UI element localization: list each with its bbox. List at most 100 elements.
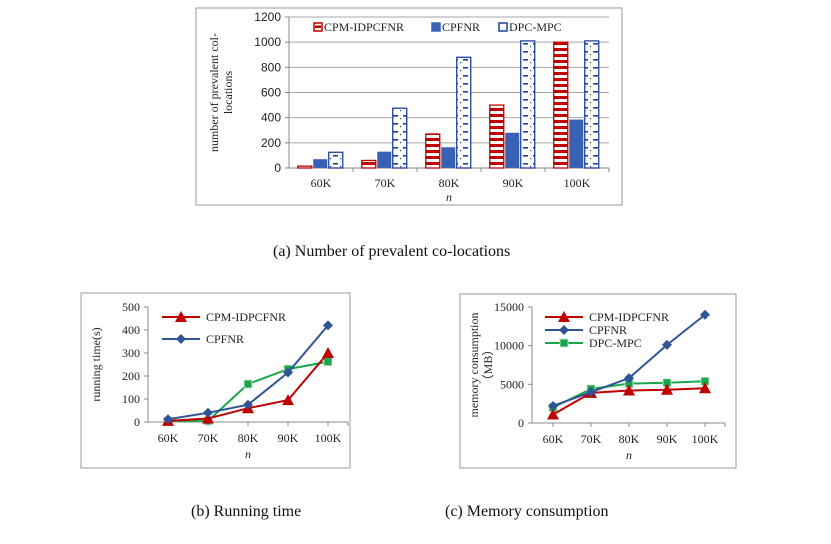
bar-cpm-idpcfnr: [489, 104, 505, 169]
point-cpm-idpcfnr: [661, 383, 673, 395]
y-tick-label: 1200: [254, 10, 281, 24]
legend-label-cpfnr: CPFNR: [206, 332, 244, 346]
x-axis-label: n: [245, 447, 251, 461]
chart-running-time: 0 100 200 300 400 500 60K 70K 80K 90K 100K n running…: [80, 292, 351, 469]
x-tick-label: 70K: [581, 432, 602, 446]
y-tick-label: 200: [261, 136, 281, 150]
x-tick-label: 70K: [198, 431, 219, 445]
legend-marker-cpfnr: [559, 325, 569, 335]
x-tick-label: 100K: [692, 432, 719, 446]
bar-dpc-mpc: [456, 56, 472, 169]
y-tick-label: 800: [261, 60, 281, 74]
y-tick-label: 400: [122, 323, 140, 337]
point-cpfnr: [243, 399, 253, 410]
point-cpfnr: [624, 373, 634, 384]
point-cpfnr: [586, 387, 596, 398]
y-tick-label: 500: [122, 300, 140, 314]
point-cpfnr: [700, 309, 710, 320]
chart-memory-consumption: 0 5000 10000 15000 60K 70K 80K 90K 100K n memory c…: [459, 293, 737, 469]
legend-label-cpm-idpcfnr: CPM-IDPCFNR: [206, 310, 286, 324]
bar-cpfnr: [377, 151, 392, 168]
point-cpfnr: [203, 407, 213, 418]
point-dpc-mpc: [323, 357, 333, 367]
legend-label-cpfnr: CPFNR: [589, 323, 627, 337]
point-cpfnr: [163, 414, 173, 425]
bar-cpm-idpcfnr: [361, 159, 377, 169]
x-tick-label: 80K: [619, 432, 640, 446]
y-axis-label-line: （MB）: [481, 344, 495, 387]
legend-label-cpfnr: CPFNR: [442, 20, 480, 34]
bar-cpfnr: [313, 159, 328, 168]
point-dpc-mpc: [243, 379, 253, 389]
y-axis-label-line: memory consumption: [467, 313, 481, 418]
legend-label-dpc-mpc: DPC-MPC: [509, 20, 562, 34]
bar-dpc-mpc: [392, 107, 408, 169]
x-tick-label: 80K: [238, 431, 259, 445]
point-cpfnr: [283, 367, 293, 378]
y-tick-label: 600: [261, 86, 281, 100]
x-tick-label: 100K: [315, 431, 342, 445]
x-tick-label: 90K: [278, 431, 299, 445]
y-tick-label: 0: [518, 416, 524, 430]
caption-a: (a) Number of prevalent co-locations: [273, 243, 511, 260]
y-axis-label-line: number of prevalent col-: [207, 33, 221, 152]
legend-swatch-stripe: [315, 25, 321, 28]
point-cpm-idpcfnr: [202, 412, 214, 424]
bar-cpfnr: [505, 132, 520, 168]
y-tick-label: 5000: [500, 377, 524, 391]
x-tick-label: 60K: [311, 176, 332, 190]
point-cpfnr: [662, 339, 672, 350]
legend-label-cpm-idpcfnr: CPM-IDPCFNR: [589, 310, 669, 324]
x-tick-label: 60K: [543, 432, 564, 446]
point-cpm-idpcfnr: [547, 408, 559, 420]
point-cpm-idpcfnr: [623, 384, 635, 396]
y-axis-label-line: locations: [221, 71, 235, 115]
legend-swatch-dpc-mpc: [498, 22, 508, 32]
point-cpfnr: [548, 400, 558, 411]
bar-dpc-mpc: [584, 40, 600, 169]
point-cpm-idpcfnr: [282, 394, 294, 406]
point-cpm-idpcfnr: [699, 382, 711, 394]
y-tick-label: 1000: [254, 35, 281, 49]
y-tick-label: 100: [122, 392, 140, 406]
y-tick-label: 0: [134, 415, 140, 429]
y-axis-label: running time(s): [89, 327, 103, 401]
bar-cpm-idpcfnr: [425, 133, 441, 169]
legend-marker-dpc-mpc: [559, 338, 569, 348]
chart-frame: [195, 7, 623, 206]
x-tick-label: 90K: [503, 176, 524, 190]
y-tick-label: 400: [261, 111, 281, 125]
x-tick-label: 80K: [439, 176, 460, 190]
x-axis-label: n: [446, 190, 452, 204]
y-axis-label: memory consumption（MB）: [467, 313, 495, 418]
x-axis-label: n: [626, 448, 632, 462]
bar-cpm-idpcfnr: [553, 41, 569, 169]
x-tick-label: 90K: [657, 432, 678, 446]
y-tick-label: 10000: [494, 339, 524, 353]
x-tick-label: 100K: [564, 176, 591, 190]
legend-marker-cpfnr: [176, 334, 186, 344]
point-cpm-idpcfnr: [322, 347, 334, 358]
legend-label-cpm-idpcfnr: CPM-IDPCFNR: [324, 20, 404, 34]
legend-marker-cpm-idpcfnr: [558, 311, 570, 322]
bar-cpfnr: [569, 119, 584, 168]
y-tick-label: 300: [122, 346, 140, 360]
y-axis-label: number of prevalent col-locations: [207, 33, 235, 152]
y-tick-label: 15000: [494, 300, 524, 314]
y-tick-label: 200: [122, 369, 140, 383]
x-tick-label: 60K: [158, 431, 179, 445]
chart-prevalent-colocations: 0 200 400 600 800 1000 1200 60K 70K 80K 90K 100K n nu…: [195, 7, 623, 206]
legend-swatch-cpfnr: [431, 22, 441, 32]
y-tick-label: 0: [274, 161, 281, 175]
bar-dpc-mpc: [328, 151, 344, 169]
point-cpfnr: [323, 320, 333, 331]
caption-b: (b) Running time: [191, 503, 302, 520]
x-tick-label: 70K: [375, 176, 396, 190]
legend-marker-cpm-idpcfnr: [175, 311, 187, 322]
legend-label-dpc-mpc: DPC-MPC: [589, 336, 642, 350]
caption-c: (c) Memory consumption: [445, 503, 609, 520]
bar-cpm-idpcfnr: [297, 165, 313, 169]
bar-cpfnr: [441, 147, 456, 168]
bar-dpc-mpc: [520, 40, 536, 169]
